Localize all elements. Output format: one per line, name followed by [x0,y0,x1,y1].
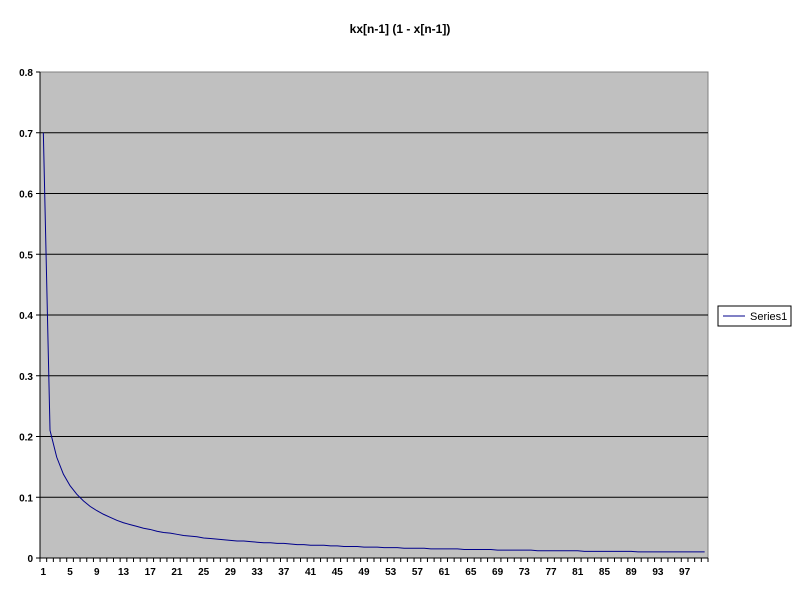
x-tick-label: 53 [385,567,397,578]
legend-label: Series1 [750,311,787,323]
legend-box [717,305,792,327]
x-tick-label: 21 [171,567,183,578]
series-group [42,132,705,553]
y-tick-label: 0.2 [19,433,33,444]
x-tick-label: 49 [358,567,370,578]
x-tick-label: 85 [599,567,611,578]
x-tick-label: 9 [94,567,100,578]
x-tick-label: 29 [225,567,237,578]
x-tick-label: 97 [679,567,691,578]
y-tick-label: 0 [27,554,33,565]
x-tick-label: 77 [545,567,557,578]
legend: Series1 [717,305,792,327]
y-tick-label: 0.6 [19,190,33,201]
x-tick-label: 57 [412,567,424,578]
chart-title: kx[n-1] (1 - x[n-1]) [350,22,451,36]
x-tick-label: 5 [67,567,73,578]
y-tick-label: 0.3 [19,372,33,383]
x-tick-label: 17 [145,567,157,578]
x-tick-label: 89 [626,567,638,578]
x-tick-label: 61 [439,567,451,578]
gridlines [40,132,708,498]
series-line [42,132,705,553]
y-axis: 0 0.1 0.2 0.3 0.4 0.5 0.6 0.7 0.8 [19,68,41,565]
x-axis: 1 5 9 13 17 21 25 29 33 37 41 45 49 53 57 61 65 69 73 77 81 8… [39,557,709,578]
x-tick-label: 13 [118,567,130,578]
x-tick-label: 65 [465,567,477,578]
x-tick-label: 93 [652,567,664,578]
x-tick-label: 81 [572,567,584,578]
y-tick-label: 0.5 [19,250,33,261]
y-tick-label: 0.8 [19,68,33,79]
x-tick-label: 45 [332,567,344,578]
x-tick-label: 41 [305,567,317,578]
y-tick-label: 0.7 [19,129,33,140]
x-tick-label: 33 [252,567,264,578]
x-tick-label: 1 [41,567,47,578]
x-tick-label: 73 [519,567,531,578]
y-tick-label: 0.4 [19,311,33,322]
x-tick-label: 25 [198,567,210,578]
x-tick-label: 69 [492,567,504,578]
x-tick-label: 37 [278,567,290,578]
y-tick-label: 0.1 [19,493,33,504]
